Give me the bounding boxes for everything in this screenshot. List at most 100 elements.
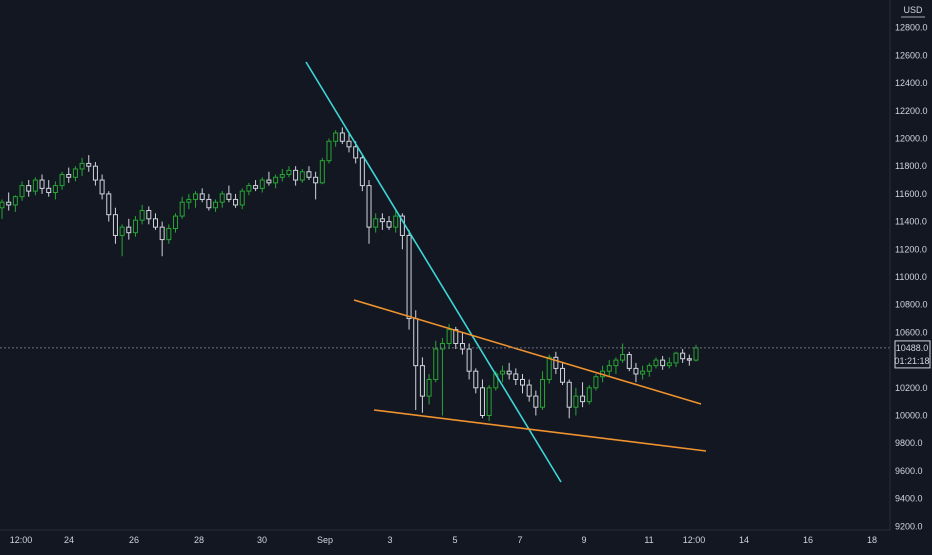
candle-body [439, 342, 445, 350]
candle-body [666, 362, 672, 367]
candle [686, 354, 692, 366]
candle-body [366, 185, 372, 228]
channel-upper-line[interactable] [353, 299, 702, 405]
candle-body [179, 201, 185, 217]
candle [319, 157, 325, 185]
x-tick-label: 3 [387, 535, 392, 545]
candle-body [486, 387, 492, 416]
x-tick-label: 18 [867, 535, 877, 545]
candle [213, 199, 219, 212]
candle [506, 362, 512, 380]
y-tick-label: 12800.0 [895, 23, 928, 33]
candle [0, 199, 5, 219]
candle [166, 224, 172, 244]
candle [259, 177, 265, 193]
candle [132, 216, 138, 237]
channel-lower-line[interactable] [373, 409, 707, 452]
candle-body [139, 210, 145, 221]
candle-body [379, 218, 385, 223]
candle-body [39, 179, 45, 189]
x-tick-label: 12:00 [683, 535, 706, 545]
y-tick-label: 10200.0 [895, 383, 928, 393]
candle [72, 166, 78, 182]
candle [479, 379, 485, 419]
candle [112, 207, 118, 244]
candle [159, 221, 165, 257]
y-tick-label: 9200.0 [895, 521, 923, 531]
candle [233, 193, 239, 208]
candle-body [473, 370, 479, 389]
candle-body [259, 179, 265, 189]
candle-body [126, 226, 132, 234]
candle [393, 210, 399, 233]
candle-body [419, 365, 425, 397]
candle [126, 218, 132, 240]
candle-body [633, 367, 639, 375]
candle [459, 332, 465, 355]
candle [39, 174, 45, 194]
candle-body [620, 354, 626, 361]
candle [99, 174, 105, 200]
time-axis[interactable]: 12:00 24 26 28 30 Sep 3 5 7 9 11 12:00 14 16 18 [0, 529, 890, 545]
candle-body [406, 234, 412, 320]
candle-body [199, 193, 205, 200]
candle-body [0, 201, 5, 209]
candle [146, 206, 152, 225]
x-tick-label: 30 [257, 535, 267, 545]
candle [560, 362, 566, 386]
candle-body [233, 198, 239, 206]
candle [593, 373, 599, 391]
candle-body [673, 352, 679, 364]
candle-body [173, 215, 178, 230]
x-tick-label: 12:00 [10, 535, 33, 545]
candle [6, 192, 12, 211]
candle-body [112, 214, 118, 236]
descending-trendline[interactable] [305, 61, 562, 483]
candle [406, 229, 412, 330]
candle-body [640, 370, 646, 375]
drawings-layer [305, 61, 707, 483]
candle [540, 371, 546, 410]
candle [533, 390, 539, 416]
candle [426, 373, 432, 405]
y-tick-label: 9400.0 [895, 494, 923, 504]
candle [566, 379, 572, 419]
candle-body [573, 395, 579, 408]
candle [293, 166, 299, 186]
candle-body [106, 193, 112, 216]
candle-body [359, 157, 365, 187]
candle-body [286, 169, 292, 176]
y-tick-label: 9800.0 [895, 438, 923, 448]
y-tick-label: 11600.0 [895, 189, 927, 199]
candle [139, 204, 145, 225]
candle [46, 180, 52, 197]
candle-body [59, 174, 65, 187]
candle [653, 357, 659, 369]
candle [513, 368, 519, 386]
x-tick-label: 24 [64, 535, 74, 545]
candle-body [19, 185, 25, 198]
candle [253, 180, 259, 192]
y-tick-label: 11200.0 [895, 244, 927, 254]
last-price-value: 10488.0 [896, 343, 929, 353]
candle [520, 373, 525, 394]
candle [206, 193, 212, 211]
candle-body [333, 132, 339, 142]
y-tick-label: 12000.0 [895, 134, 928, 144]
candle-body [373, 218, 379, 228]
price-axis[interactable]: 9200.0 9400.0 9600.0 9800.0 10000.0 10200.0 10… [889, 0, 931, 531]
candle [199, 188, 205, 203]
x-tick-label: 5 [452, 535, 457, 545]
candle-body [326, 140, 332, 162]
candle [59, 171, 65, 190]
candle-body [653, 359, 659, 367]
candle-body [186, 198, 192, 203]
candle [359, 155, 365, 192]
candle [173, 213, 178, 233]
candle [386, 216, 392, 230]
candle [346, 132, 352, 153]
candle-body [26, 185, 32, 192]
candle [266, 171, 272, 186]
